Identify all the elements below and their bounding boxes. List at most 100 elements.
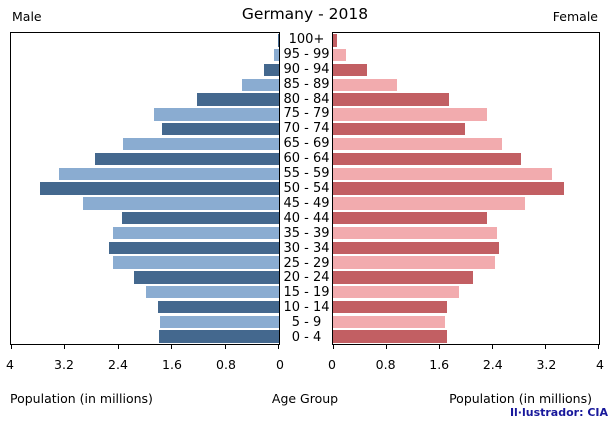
axis-tick-label: 0.8 [216,357,236,372]
male-bar-65-69 [122,137,279,151]
age-label-70-74: 70 - 74 [283,121,330,137]
female-bar-20-24 [333,271,473,284]
male-bar-0-4 [159,330,279,343]
female-bar-row [333,107,599,122]
axis-tick-label: 2.4 [482,357,503,372]
female-bar-75-79 [333,108,487,121]
female-bar-row [333,181,599,196]
female-bar-10-14 [333,300,448,314]
male-bar-row [11,285,279,300]
axis-tick-label: 1.6 [162,357,182,372]
male-axis-tick-labels: 4 3.2 2.4 1.6 0.8 0 [6,357,284,373]
female-bar-row [333,166,599,181]
male-bar-75-79 [154,108,279,121]
female-bar-row [333,122,599,137]
male-bar-row [11,196,279,211]
female-bar-row [333,33,599,48]
female-bar-25-29 [333,256,495,269]
age-label-100+: 100+ [288,31,325,47]
female-bar-95-99 [333,49,347,62]
female-bar-30-34 [333,241,499,254]
male-bar-row [11,270,279,285]
axis-tick [438,344,440,349]
age-label-75-79: 75 - 79 [283,106,330,122]
female-bar-100+ [333,34,337,47]
female-bar-45-49 [333,197,525,210]
age-label-50-54: 50 - 54 [283,181,330,197]
female-bar-row [333,270,599,285]
male-bar-row [11,92,279,107]
axis-tick [171,344,173,349]
male-bar-row [11,122,279,137]
age-label-95-99: 95 - 99 [283,46,330,62]
axis-tick [117,344,119,349]
female-bars [333,33,599,344]
female-bar-row [333,314,599,329]
male-bar-45-49 [82,197,279,210]
male-bar-row [11,166,279,181]
axis-tick [545,344,547,349]
male-bar-55-59 [58,167,279,180]
age-label-5-9: 5 - 9 [291,315,322,331]
axis-tick-label: 4 [596,357,604,372]
age-label-30-34: 30 - 34 [283,240,330,256]
age-label-25-29: 25 - 29 [283,255,330,271]
male-bar-90-94 [264,63,279,77]
female-axis-caption: Population (in millions) [449,391,592,406]
female-bar-row [333,63,599,78]
male-bar-40-44 [121,211,279,225]
male-bar-row [11,152,279,167]
male-bar-row [11,314,279,329]
age-label-40-44: 40 - 44 [283,210,330,226]
male-bar-60-64 [95,152,279,166]
male-bar-30-34 [108,241,279,254]
axis-tick-label: 1.6 [429,357,450,372]
female-bar-row [333,152,599,167]
male-bar-row [11,300,279,315]
age-label-85-89: 85 - 89 [283,76,330,92]
male-bar-row [11,181,279,196]
female-axis-tick-labels: 0 0.8 1.6 2.4 3.2 4 [328,357,604,373]
axis-tick [492,344,494,349]
male-bar-15-19 [145,286,279,299]
axis-tick [333,344,334,349]
axis-tick [224,344,226,349]
age-group-axis-caption: Age Group [271,391,339,406]
axis-tick [278,344,279,349]
axis-tick [64,344,66,349]
male-bar-row [11,107,279,122]
male-bar-5-9 [159,315,279,329]
male-bars-panel [10,32,280,349]
female-bar-row [333,329,599,344]
female-bar-row [333,211,599,226]
axis-tick [385,344,387,349]
female-bar-85-89 [333,78,397,92]
age-label-90-94: 90 - 94 [283,61,330,77]
female-bar-row [333,285,599,300]
male-axis-caption: Population (in millions) [10,391,153,406]
age-label-45-49: 45 - 49 [283,195,330,211]
female-bar-55-59 [333,167,552,180]
male-bar-row [11,226,279,241]
female-bar-65-69 [333,137,502,151]
male-bar-100+ [277,34,279,47]
female-bar-row [333,137,599,152]
axis-tick-label: 4 [6,357,14,372]
male-bar-row [11,63,279,78]
female-bar-90-94 [333,63,367,77]
male-bar-row [11,211,279,226]
female-bar-row [333,48,599,63]
axis-tick [598,344,599,349]
axis-tick-label: 3.2 [54,357,74,372]
age-label-10-14: 10 - 14 [283,300,330,316]
age-label-80-84: 80 - 84 [283,91,330,107]
male-bar-35-39 [112,226,279,240]
age-label-65-69: 65 - 69 [283,136,330,152]
female-bar-row [333,196,599,211]
female-bar-5-9 [333,315,445,329]
female-bar-row [333,300,599,315]
female-bar-row [333,255,599,270]
axis-tick [11,344,12,349]
female-bars-panel [332,32,600,349]
axis-tick-label: 3.2 [536,357,557,372]
